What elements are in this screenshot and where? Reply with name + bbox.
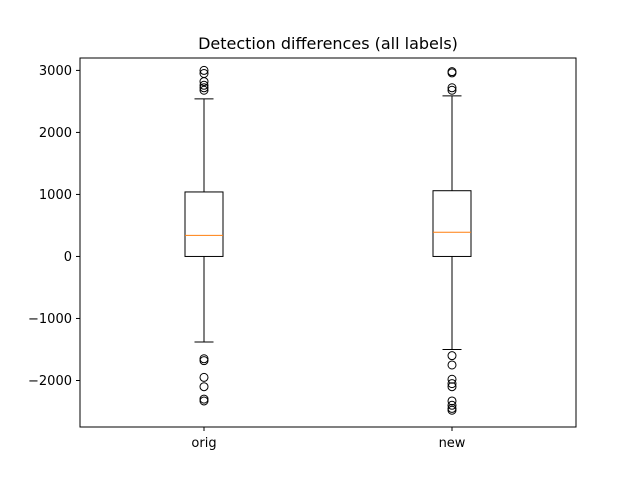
outlier-point	[447, 68, 457, 78]
chart-title: Detection differences (all labels)	[198, 34, 458, 53]
outlier-point	[199, 372, 209, 382]
plot-area: −2000 −1000 0 1000 2000 3000 orig new	[28, 64, 472, 451]
outlier-point	[199, 77, 209, 87]
outlier-point	[447, 351, 457, 361]
outlier-point	[447, 396, 457, 406]
outlier-point	[447, 83, 457, 93]
outlier-point	[199, 65, 209, 75]
box-iqr	[184, 191, 224, 257]
axes-frame	[79, 57, 577, 428]
outlier-point	[447, 405, 457, 415]
y-tick-label: 3000	[39, 64, 72, 79]
box-iqr	[432, 190, 472, 257]
x-tick-label: orig	[191, 436, 216, 451]
y-tick-label: 2000	[39, 126, 72, 141]
y-tick-label: −2000	[28, 374, 72, 389]
outlier-point	[199, 83, 209, 93]
y-tick-label: 0	[64, 250, 72, 265]
outlier-point	[447, 374, 457, 384]
outlier-point	[447, 85, 457, 95]
outlier-point	[199, 396, 209, 406]
x-tick-label: new	[439, 436, 466, 451]
outlier-point	[447, 400, 457, 410]
outlier-point	[447, 379, 457, 389]
outlier-point	[199, 85, 209, 95]
outlier-point	[199, 382, 209, 392]
outlier-point	[199, 356, 209, 366]
y-tick-label: −1000	[28, 312, 72, 327]
y-tick-label: 1000	[39, 188, 72, 203]
outlier-point	[447, 382, 457, 392]
outlier-point	[447, 360, 457, 370]
outlier-point	[199, 80, 209, 90]
